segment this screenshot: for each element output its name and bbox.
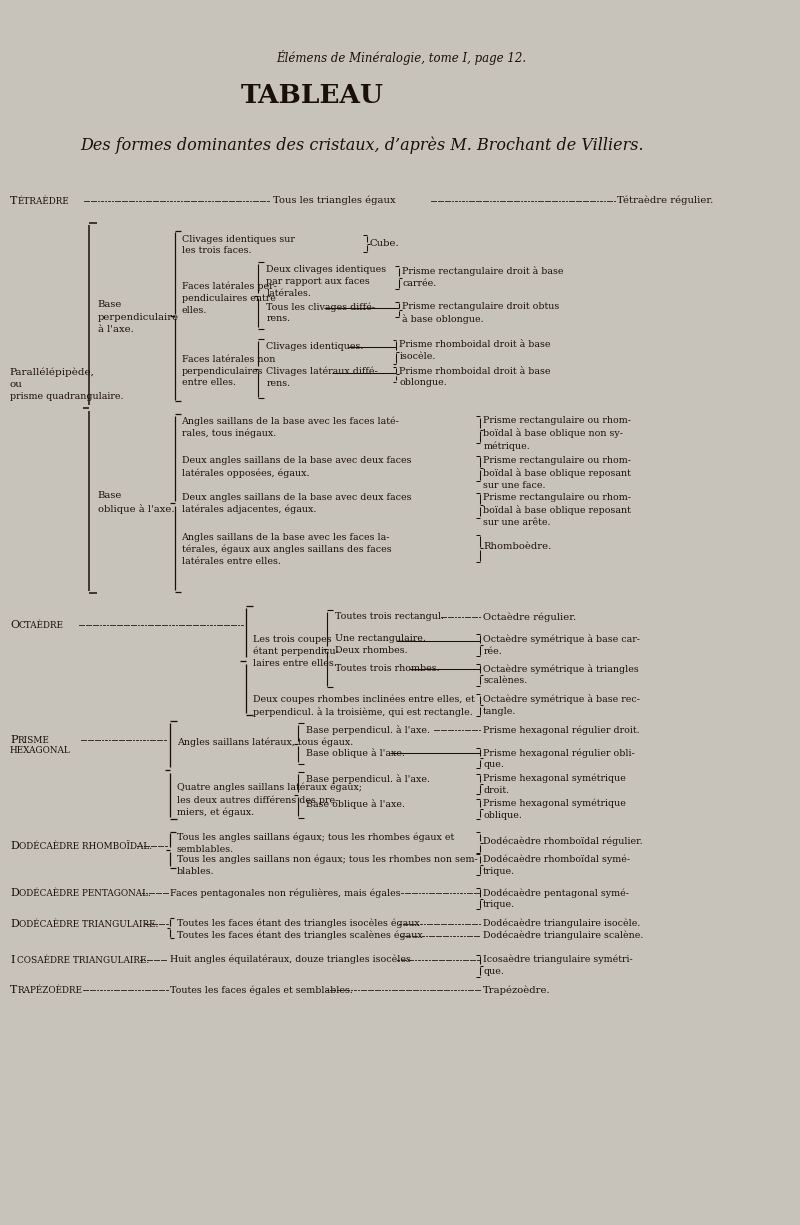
Text: Une rectangulaire.
Deux rhombes.: Une rectangulaire. Deux rhombes.	[335, 633, 426, 654]
Text: Les trois coupes
étant perpendicu-
laires entre elles.: Les trois coupes étant perpendicu- laire…	[254, 635, 339, 668]
Text: Base perpendicul. à l'axe.: Base perpendicul. à l'axe.	[306, 774, 430, 784]
Text: Huit angles équilatéraux, douze triangles isocèles: Huit angles équilatéraux, douze triangle…	[170, 954, 410, 964]
Text: O: O	[10, 620, 19, 630]
Text: Clivages identiques.: Clivages identiques.	[266, 342, 364, 350]
Text: T: T	[10, 196, 18, 206]
Text: Octaèdre symétrique à base rec-
tangle.: Octaèdre symétrique à base rec- tangle.	[483, 695, 640, 717]
Text: Tous les clivages diffé-
rens.: Tous les clivages diffé- rens.	[266, 303, 375, 323]
Text: Base
perpendiculaire
à l'axe.: Base perpendiculaire à l'axe.	[98, 300, 179, 334]
Text: Deux clivages identiques
par rapport aux faces
latérales.: Deux clivages identiques par rapport aux…	[266, 266, 386, 298]
Text: Tous les angles saillans non égaux; tous les rhombes non sem-
blables.: Tous les angles saillans non égaux; tous…	[177, 854, 478, 876]
Text: ODÉCAÈDRE TRIANGULAIRE.: ODÉCAÈDRE TRIANGULAIRE.	[19, 920, 158, 929]
Text: Deux angles saillans de la base avec deux faces
latérales opposées, égaux.: Deux angles saillans de la base avec deu…	[182, 456, 411, 478]
Text: Angles saillans latéraux, tous égaux.: Angles saillans latéraux, tous égaux.	[177, 737, 353, 747]
Text: I: I	[10, 954, 14, 964]
Text: prisme quadrangulaire.: prisme quadrangulaire.	[10, 392, 123, 401]
Text: Prisme rectangulaire ou rhom-
boïdal à base oblique reposant
sur une arête.: Prisme rectangulaire ou rhom- boïdal à b…	[483, 492, 631, 527]
Text: Prisme rectangulaire droit à base
carrée.: Prisme rectangulaire droit à base carrée…	[402, 266, 564, 288]
Text: Faces pentagonales non régulières, mais égales: Faces pentagonales non régulières, mais …	[170, 888, 400, 898]
Text: Prisme hexagonal régulier droit.: Prisme hexagonal régulier droit.	[483, 725, 640, 735]
Text: RAPÉZOÈDRE: RAPÉZOÈDRE	[18, 986, 83, 996]
Text: Tétraèdre régulier.: Tétraèdre régulier.	[618, 196, 714, 206]
Text: Base oblique à l'axe.: Base oblique à l'axe.	[306, 748, 405, 758]
Text: Dodécaèdre triangulaire scalène.: Dodécaèdre triangulaire scalène.	[483, 931, 644, 941]
Text: Des formes dominantes des cristaux, d’après M. Brochant de Villiers.: Des formes dominantes des cristaux, d’ap…	[80, 136, 644, 154]
Text: Prisme rectangulaire ou rhom-
boïdal à base oblique non sy-
métrique.: Prisme rectangulaire ou rhom- boïdal à b…	[483, 417, 631, 451]
Text: Prisme hexagonal régulier obli-
que.: Prisme hexagonal régulier obli- que.	[483, 748, 635, 769]
Text: Angles saillans de la base avec les faces laté-
rales, tous inégaux.: Angles saillans de la base avec les face…	[182, 417, 399, 439]
Text: Faces latérales non
perpendiculaires
entre elles.: Faces latérales non perpendiculaires ent…	[182, 355, 275, 387]
Text: Prisme hexagonal symétrique
droit.: Prisme hexagonal symétrique droit.	[483, 774, 626, 795]
Text: Dodécaèdre triangulaire isocèle.: Dodécaèdre triangulaire isocèle.	[483, 919, 641, 929]
Text: Tous les triangles égaux: Tous les triangles égaux	[274, 196, 396, 206]
Text: ou: ou	[10, 380, 23, 388]
Text: D: D	[10, 888, 19, 898]
Text: ODÉCAÈDRE PENTAGONAL.: ODÉCAÈDRE PENTAGONAL.	[19, 889, 150, 898]
Text: Toutes les faces étant des triangles scalènes égaux: Toutes les faces étant des triangles sca…	[177, 931, 422, 941]
Text: Dodécaèdre rhomboïdal symé-
trique.: Dodécaèdre rhomboïdal symé- trique.	[483, 854, 630, 876]
Text: Prisme hexagonal symétrique
oblique.: Prisme hexagonal symétrique oblique.	[483, 799, 626, 820]
Text: RISME: RISME	[18, 736, 50, 745]
Text: Faces latérales per-
pendiculaires entre
elles.: Faces latérales per- pendiculaires entre…	[182, 282, 276, 315]
Text: Quatre angles saillans latéraux égaux;
les deux autres différens des pre-
miers,: Quatre angles saillans latéraux égaux; l…	[177, 783, 362, 817]
Text: COSAÈDRE TRIANGULAIRE.: COSAÈDRE TRIANGULAIRE.	[17, 956, 149, 964]
Text: Clivages identiques sur
les trois faces.: Clivages identiques sur les trois faces.	[182, 235, 294, 255]
Text: T: T	[10, 985, 18, 996]
Text: Toutes trois rhombes.: Toutes trois rhombes.	[335, 664, 440, 673]
Text: Base oblique à l'axe.: Base oblique à l'axe.	[306, 799, 405, 808]
Text: TABLEAU: TABLEAU	[241, 82, 384, 108]
Text: Tous les angles saillans égaux; tous les rhombes égaux et
semblables.: Tous les angles saillans égaux; tous les…	[177, 833, 454, 854]
Text: Prisme rectangulaire droit obtus
à base oblongue.: Prisme rectangulaire droit obtus à base …	[402, 303, 560, 325]
Text: Élémens de Minéralogie, tome I, page 12.: Élémens de Minéralogie, tome I, page 12.	[276, 50, 526, 65]
Text: Base perpendicul. à l'axe.: Base perpendicul. à l'axe.	[306, 725, 430, 735]
Text: Icosaèdre triangulaire symétri-
que.: Icosaèdre triangulaire symétri- que.	[483, 954, 633, 976]
Text: P: P	[10, 735, 18, 745]
Text: Dodécaèdre pentagonal symé-
trique.: Dodécaèdre pentagonal symé- trique.	[483, 888, 630, 909]
Text: ODÉCAÈDRE RHOMBOÏDAL.: ODÉCAÈDRE RHOMBOÏDAL.	[19, 843, 152, 851]
Text: Octaèdre symétrique à base car-
rée.: Octaèdre symétrique à base car- rée.	[483, 633, 640, 655]
Text: Rhomboèdre.: Rhomboèdre.	[483, 543, 551, 551]
Text: Clivages latéraux diffé-
rens.: Clivages latéraux diffé- rens.	[266, 366, 378, 388]
Text: Base
oblique à l'axe.: Base oblique à l'axe.	[98, 491, 174, 514]
Text: CTAÈDRE: CTAÈDRE	[19, 621, 64, 630]
Text: Prisme rhomboidal droit à base
isocèle.: Prisme rhomboidal droit à base isocèle.	[399, 339, 551, 360]
Text: D: D	[10, 919, 19, 929]
Text: Toutes les faces égales et semblables.: Toutes les faces égales et semblables.	[170, 985, 353, 995]
Text: Prisme rectangulaire ou rhom-
boïdal à base oblique reposant
sur une face.: Prisme rectangulaire ou rhom- boïdal à b…	[483, 456, 631, 490]
Text: Octaèdre régulier.: Octaèdre régulier.	[483, 612, 576, 621]
Text: Toutes trois rectangul.: Toutes trois rectangul.	[335, 612, 444, 621]
Text: Parallélépipède,: Parallélépipède,	[10, 368, 95, 377]
Text: Deux coupes rhombes inclinées entre elles, et
perpendicul. à la troisième, qui e: Deux coupes rhombes inclinées entre elle…	[254, 695, 475, 717]
Text: Dodécaèdre rhomboïdal régulier.: Dodécaèdre rhomboïdal régulier.	[483, 837, 643, 846]
Text: Trapézoèdre.: Trapézoèdre.	[483, 985, 551, 995]
Text: D: D	[10, 842, 19, 851]
Text: HEXAGONAL: HEXAGONAL	[10, 746, 70, 755]
Text: Prisme rhomboidal droit à base
oblongue.: Prisme rhomboidal droit à base oblongue.	[399, 366, 551, 387]
Text: Octaèdre symétrique à triangles
scalènes.: Octaèdre symétrique à triangles scalènes…	[483, 664, 639, 685]
Text: Cube.: Cube.	[370, 239, 399, 247]
Text: Deux angles saillans de la base avec deux faces
latérales adjacentes, égaux.: Deux angles saillans de la base avec deu…	[182, 492, 411, 514]
Text: Toutes les faces étant des triangles isocèles égaux: Toutes les faces étant des triangles iso…	[177, 919, 419, 929]
Text: ÉTRAÈDRE: ÉTRAÈDRE	[18, 197, 70, 206]
Text: Angles saillans de la base avec les faces la-
térales, égaux aux angles saillans: Angles saillans de la base avec les face…	[182, 533, 391, 566]
